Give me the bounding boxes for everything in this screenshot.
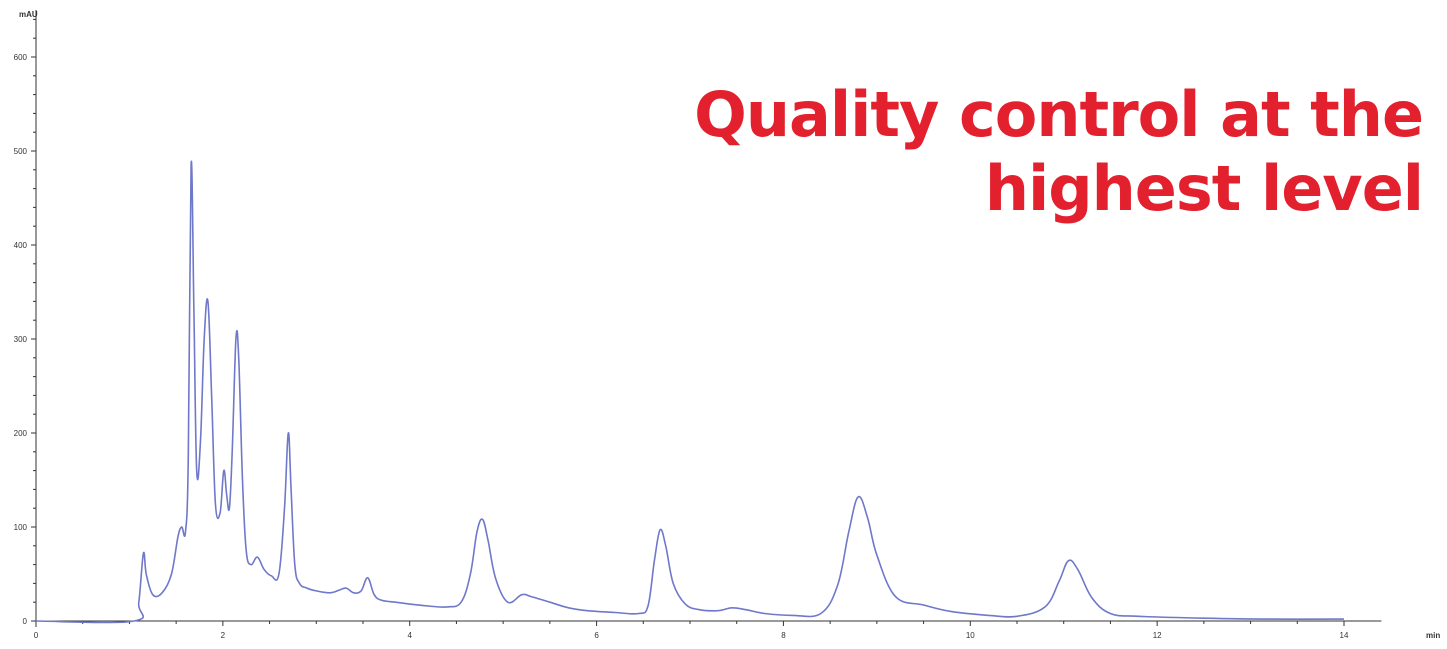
x-tick-label: 10 bbox=[966, 631, 975, 640]
x-tick-label: 8 bbox=[781, 631, 786, 640]
x-tick-label: 14 bbox=[1340, 631, 1349, 640]
chart-ticks: 0 2 4 6 8 10 12 14 0 100 200 300 400 500 600 mAU min bbox=[14, 10, 1441, 640]
y-axis-label: mAU bbox=[19, 10, 38, 19]
y-tick-label: 100 bbox=[14, 523, 28, 532]
headline-line-1: Quality control at the bbox=[694, 78, 1424, 151]
headline: Quality control at the highest level bbox=[523, 78, 1424, 226]
x-tick-label: 6 bbox=[594, 631, 599, 640]
y-tick-label: 300 bbox=[14, 335, 28, 344]
x-tick-label: 2 bbox=[221, 631, 226, 640]
y-tick-label: 0 bbox=[23, 617, 28, 626]
headline-line-2: highest level bbox=[984, 152, 1424, 225]
x-tick-label: 0 bbox=[34, 631, 39, 640]
chromatogram-trace-line bbox=[35, 160, 1345, 624]
y-tick-label: 500 bbox=[14, 147, 28, 156]
y-tick-label: 400 bbox=[14, 241, 28, 250]
x-axis-label: min bbox=[1426, 631, 1440, 640]
x-tick-label: 12 bbox=[1153, 631, 1162, 640]
y-tick-label: 200 bbox=[14, 429, 28, 438]
x-tick-label: 4 bbox=[407, 631, 412, 640]
y-tick-label: 600 bbox=[14, 53, 28, 62]
